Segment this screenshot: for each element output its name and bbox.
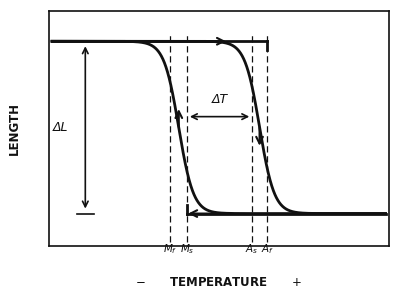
Text: $A_f$: $A_f$ <box>260 243 274 256</box>
Text: LENGTH: LENGTH <box>8 102 21 155</box>
Text: $-$      TEMPERATURE      $+$: $-$ TEMPERATURE $+$ <box>135 276 302 290</box>
Text: ΔT: ΔT <box>212 93 228 106</box>
Text: ΔL: ΔL <box>53 121 69 134</box>
Text: $M_s$: $M_s$ <box>180 243 194 256</box>
Text: $A_s$: $A_s$ <box>246 243 259 256</box>
Text: $M_f$: $M_f$ <box>163 243 178 256</box>
